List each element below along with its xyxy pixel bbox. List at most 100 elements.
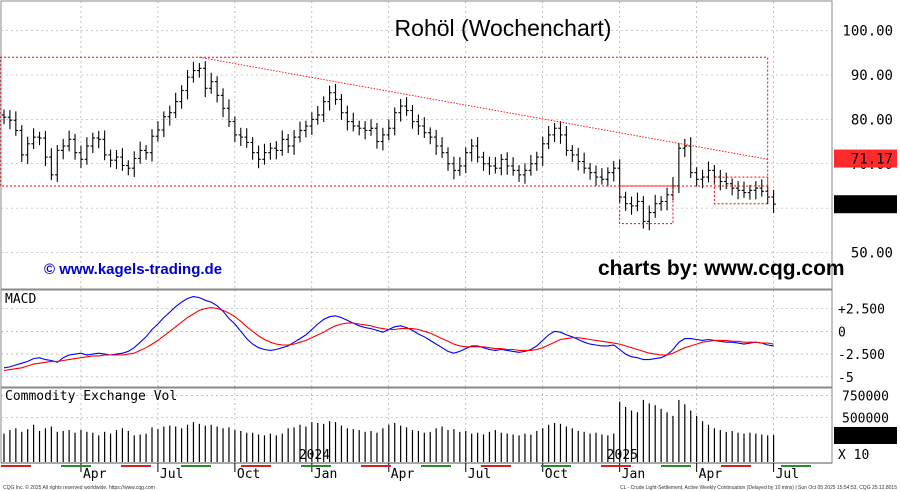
price-bar [463,147,468,174]
price-bar [647,205,652,231]
price-bar [392,107,397,136]
range-box [0,56,769,187]
price-bar [398,98,403,122]
volume-title: Commodity Exchange Vol [5,389,177,404]
price-bar [599,168,605,185]
price-bar [143,145,149,160]
price-bar [558,121,563,144]
price-bar [516,165,522,182]
price-bar [735,181,741,200]
price-bar [209,72,214,94]
price-bar [528,154,534,176]
price-bar [481,151,486,171]
macd-tick-label: -2.500 [838,348,885,363]
price-bar [505,152,510,175]
price-bar [226,99,232,127]
macd-grid [1,308,832,378]
volume-axis: 750000 500000 304544 X 10 [834,389,897,463]
price-bar [55,145,60,182]
price-bar [49,148,54,181]
price-bar [132,151,137,178]
volume-last-value: 304544 [834,426,897,444]
volume-last-label: 304544 [846,429,893,444]
session-strip [421,465,451,467]
month-label: Jan [622,467,645,482]
price-bar [72,134,78,160]
price-bar [120,148,125,171]
price-bar [587,162,593,180]
price-bar [374,122,380,149]
price-bar [664,187,670,211]
price-bar [66,130,72,152]
price-bar [386,119,391,141]
price-bar [475,137,480,163]
macd-tick-label: 0 [838,325,846,340]
price-bar [700,169,705,189]
price-bar [25,136,30,164]
price-bar [37,131,42,146]
price-bar [540,136,545,166]
macd-panel: MACD +2.500 0 -2.500 -5 [0,289,885,388]
price-bar [179,85,184,109]
price-bar [422,117,427,139]
price-axis: 100.0090.0080.0070.0060.0050.0071.1760.8… [834,24,897,262]
price-bar [31,128,36,150]
price-bar [102,130,107,161]
price-bar [84,137,90,165]
price-bar [357,120,362,136]
price-bar [339,94,344,120]
price-bar [380,127,386,151]
price-bar [658,196,664,211]
volume-tick-label: 500000 [842,412,889,427]
price-bar [611,161,616,182]
macd-panel-frame [0,289,833,388]
price-marker-bg [834,149,897,168]
price-bar [570,145,575,162]
price-bar [96,130,101,149]
macd-axis: +2.500 0 -2.500 -5 [838,303,885,386]
session-strip [541,465,571,467]
price-bar [576,147,581,171]
consolidation-box [619,185,674,225]
price-bar [137,141,143,164]
price-bar [13,111,19,136]
price-bar [297,121,303,143]
macd-lines [3,296,774,372]
price-bar [155,121,161,142]
price-bar [493,157,498,174]
price-bar [149,129,155,162]
session-strip [1,465,31,467]
price-bar [220,88,226,118]
price-bar [546,126,551,150]
price-bar [410,105,415,129]
price-bar [741,181,747,198]
price-bar [268,142,273,160]
price-bar [362,121,368,140]
price-bar [280,130,285,156]
price-bar [747,185,753,200]
session-strip [241,465,271,467]
price-panel: Rohöl (Wochenchart) © www.kagels-trading… [0,0,897,463]
price-bar [238,127,243,146]
month-label: Jul [160,467,183,482]
price-bar [203,61,208,98]
session-strip [181,465,211,467]
month-label: Apr [83,467,107,482]
price-bar [303,120,309,138]
price-bar [724,172,729,190]
price-bar [629,196,634,215]
price-bar [706,161,711,183]
price-bar [214,76,220,103]
price-bar [564,126,569,156]
price-bar [635,192,640,212]
price-bar [61,138,66,160]
price-bar [499,153,504,176]
price-bar [232,116,238,143]
price-bar [593,165,599,186]
price-bar [457,157,463,176]
chart-title: Rohöl (Wochenchart) [395,15,612,41]
price-overlays [0,56,769,225]
price-bar [285,134,291,154]
price-bar [7,110,13,130]
session-strip [601,465,631,467]
